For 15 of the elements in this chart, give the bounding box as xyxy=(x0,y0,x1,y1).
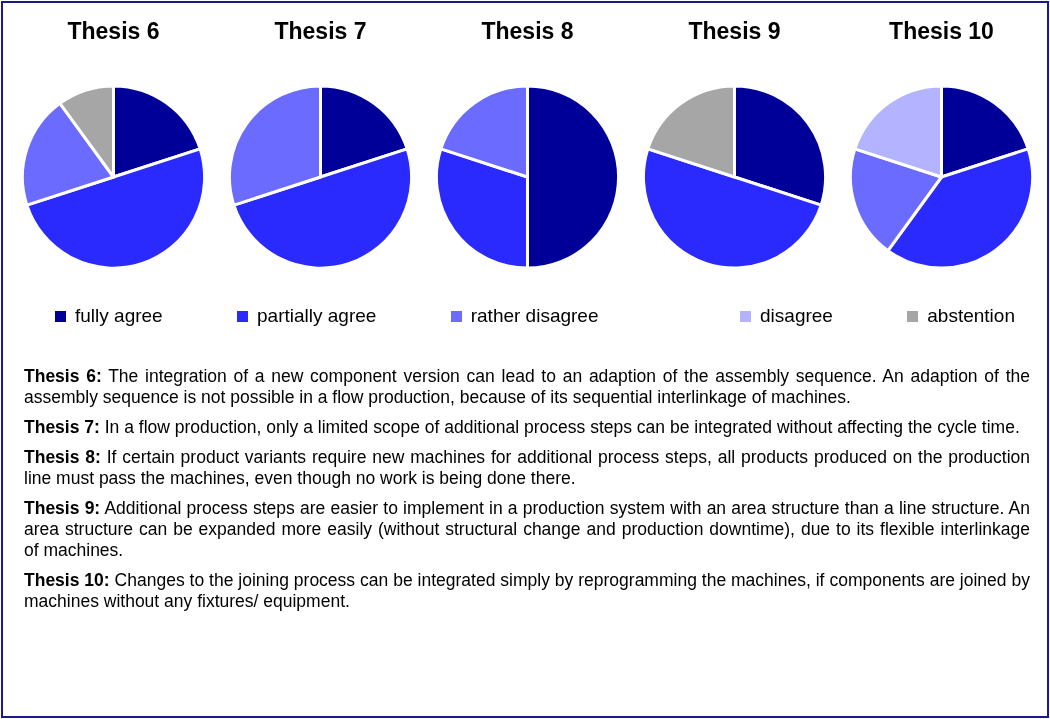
text: Thesis 10: Changes to the joining process can be integrated simply by reprogramming the machines, if components are joined by machines without any fixtures/ equipment. xyxy=(24,570,1030,611)
chart-title: Thesis 9 xyxy=(688,17,781,44)
chart-title: Thesis 7 xyxy=(274,17,367,44)
legend-label: partially agree xyxy=(257,305,377,327)
text: Thesis 7: In a flow production, only a limited scope of additional process steps can be integrated without affecting the cycle time. xyxy=(24,417,1020,437)
legend-label: disagree xyxy=(760,305,833,327)
chart-title: Thesis 8 xyxy=(481,17,574,44)
text: Thesis 9: Additional process steps are easier to implement in a production system with an area structure than a line structure. An area structure can be expanded more easily (without structural change and production downtime), due to its flexible interlinkage of machines. xyxy=(24,498,1030,560)
chart-title: Thesis 6 xyxy=(67,17,160,44)
chart-title: Thesis 10 xyxy=(889,17,994,44)
legend-label: abstention xyxy=(927,305,1015,327)
legend-label: rather disagree xyxy=(470,305,599,327)
text: Thesis 6: The integration of a new component version can lead to an adaption of the assembly sequence. An adaption of the assembly sequence is not possible in a flow production, because of its sequential interlinkage of machines. xyxy=(24,366,1030,407)
legend-label: fully agree xyxy=(75,305,163,327)
text: Thesis 8: If certain product variants require new machines for additional process steps, all products produced on the production line must pass the machines, even though no work is being done there. xyxy=(24,447,1030,488)
